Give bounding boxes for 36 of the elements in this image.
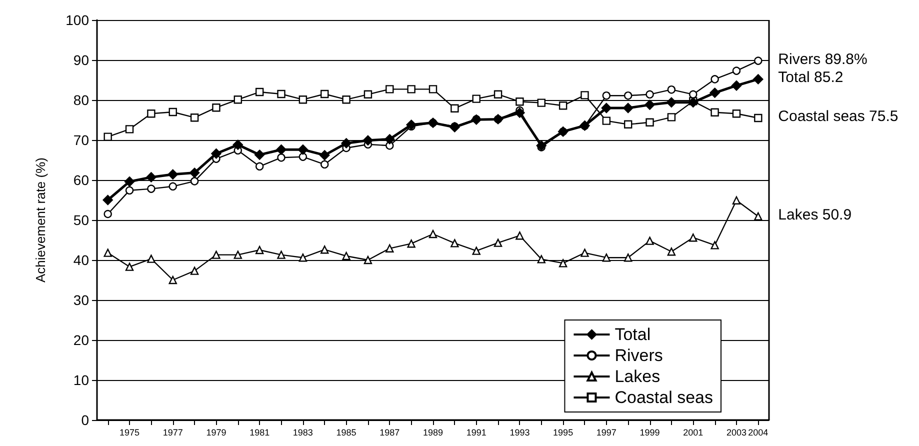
y-tick-label: 10	[73, 372, 90, 388]
x-tick-label: 1997	[596, 428, 616, 438]
x-tick-label: 1989	[422, 428, 444, 438]
x-tick-label: 1981	[250, 428, 270, 438]
y-tick-label: 100	[66, 12, 90, 28]
x-tick-label: 1985	[336, 428, 356, 438]
y-tick-label: 0	[81, 412, 90, 428]
x-tick-label: 2001	[683, 428, 704, 438]
y-tick-label: 40	[73, 252, 90, 268]
annotation: Coastal seas 75.5	[778, 108, 898, 125]
x-tick-label: 2004	[748, 428, 768, 438]
x-tick-label: 1993	[510, 428, 530, 438]
x-tick-label: 1977	[162, 428, 183, 438]
x-tick-label: 1999	[640, 428, 660, 438]
legend-label: Lakes	[614, 367, 660, 386]
legend-label: Coastal seas	[614, 388, 714, 407]
annotation: Total 85.2	[778, 69, 844, 86]
legend-label: Total	[614, 325, 651, 344]
y-tick-label: 30	[73, 292, 90, 308]
y-tick-label: 50	[73, 212, 90, 228]
y-tick-label: 90	[73, 52, 90, 68]
x-tick-label: 1995	[553, 428, 574, 438]
annotation: Rivers 89.8%	[778, 50, 868, 68]
x-tick-label: 1979	[206, 428, 226, 438]
x-tick-label: 1991	[466, 428, 486, 438]
legend-label: Rivers	[614, 346, 663, 365]
y-tick-label: 80	[73, 92, 90, 108]
x-tick-label: 1975	[120, 428, 140, 438]
x-tick-label: 1987	[380, 428, 400, 438]
y-axis-title: Achievement rate (%)	[33, 158, 48, 282]
y-tick-label: 60	[73, 172, 90, 188]
x-tick-label: 2003	[726, 428, 746, 438]
y-tick-label: 20	[73, 332, 90, 348]
x-tick-label: 1983	[292, 428, 313, 438]
y-tick-label: 70	[73, 132, 90, 148]
annotation: Lakes 50.9	[778, 206, 852, 224]
